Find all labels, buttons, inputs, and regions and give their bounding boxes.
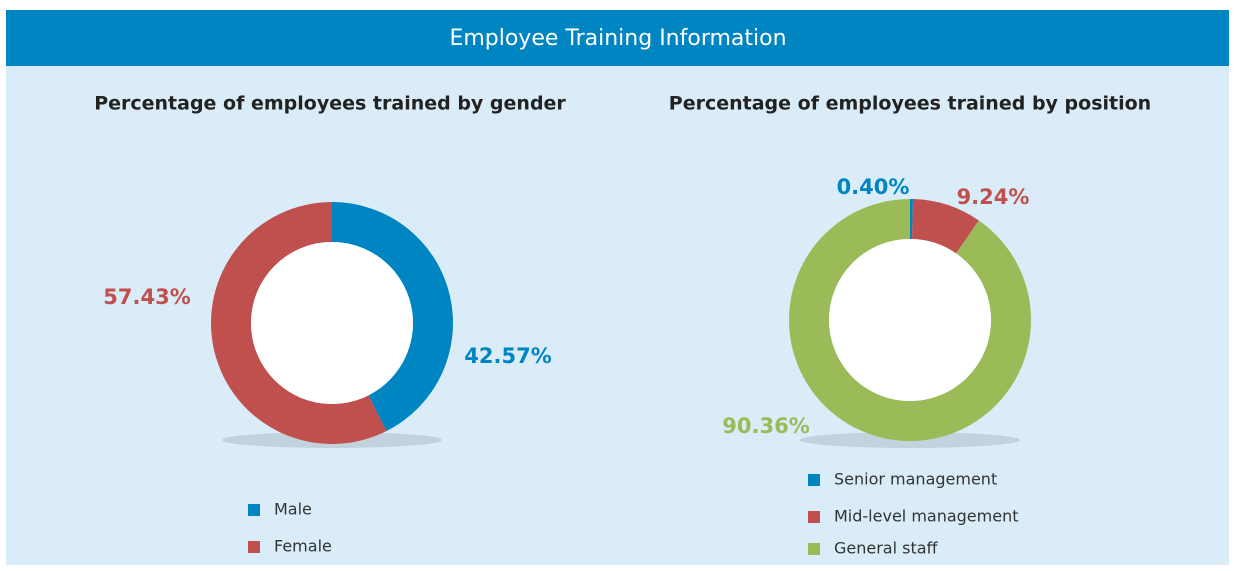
legend-swatch (808, 543, 820, 555)
donut-segment (912, 199, 979, 254)
donut-hole (829, 239, 991, 401)
donut-hole (251, 242, 413, 404)
legend-label: Male (274, 500, 312, 519)
header-title: Employee Training Information (449, 26, 786, 51)
legend-label: Senior management (834, 470, 997, 489)
legend-label: Female (274, 537, 332, 556)
legend-swatch (248, 541, 260, 553)
header-bar (6, 10, 1229, 66)
legend-swatch (248, 504, 260, 516)
legend-label: Mid-level management (834, 507, 1019, 526)
chart-title: Percentage of employees trained by posit… (669, 93, 1151, 115)
value-label: 42.57% (464, 344, 551, 368)
value-label: 90.36% (722, 414, 809, 438)
value-label: 9.24% (957, 185, 1030, 209)
legend-swatch (808, 511, 820, 523)
legend-swatch (808, 474, 820, 486)
panel (6, 66, 1229, 565)
donut-segment (789, 199, 1031, 441)
donut-segment (910, 199, 914, 240)
donut-segment (332, 202, 453, 432)
chart-title: Percentage of employees trained by gende… (94, 93, 566, 115)
legend-label: General staff (834, 539, 939, 558)
value-label: 0.40% (837, 175, 910, 199)
donut-segment (210, 202, 387, 444)
value-label: 57.43% (103, 285, 190, 309)
